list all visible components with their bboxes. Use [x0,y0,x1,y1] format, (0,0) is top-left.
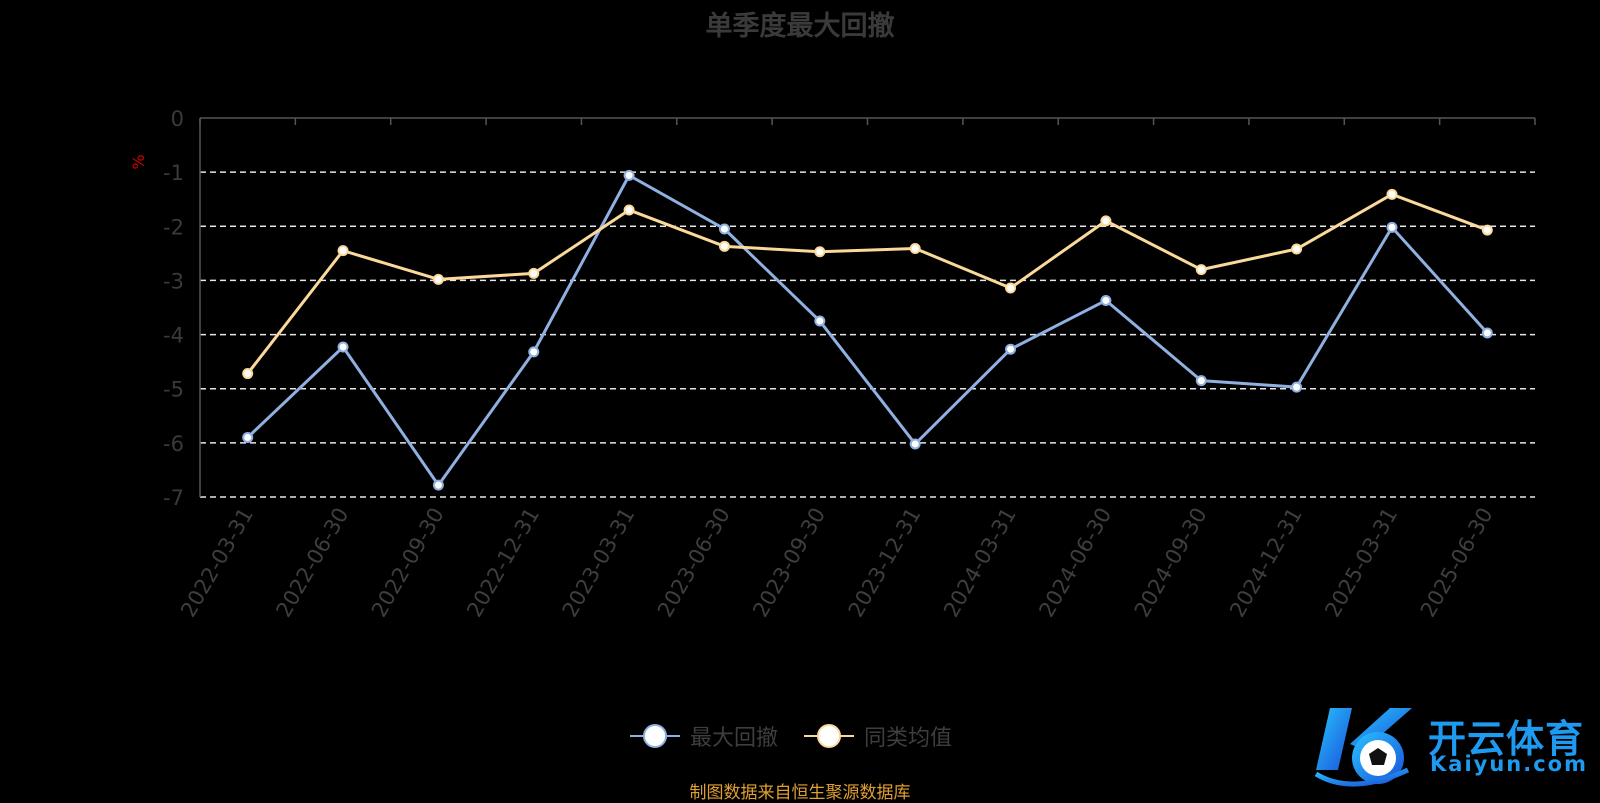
x-tick-label: 2024-03-31 [939,503,1021,621]
x-tick-label: 2023-09-30 [748,504,830,622]
x-tick-label: 2023-03-31 [558,504,640,622]
x-tick-label: 2022-06-30 [272,504,354,622]
x-tick-label: 2023-12-31 [844,504,926,622]
data-point-1-13 [1481,224,1493,236]
data-point-1-5 [718,240,730,252]
series-line-0 [246,173,1489,487]
x-tick-label: 2024-06-30 [1034,504,1116,622]
x-tick-label: 2022-12-31 [462,504,544,622]
legend-swatch-average-icon [804,724,855,748]
data-point-1-3 [528,267,540,279]
y-tick-label: -5 [163,378,184,402]
data-point-0-8 [1005,343,1017,355]
y-tick-label: -6 [163,432,184,456]
data-point-1-2 [432,273,444,285]
y-axis-label: % [129,154,148,169]
watermark-en: Kaiyun.com [1430,752,1588,776]
data-point-0-7 [909,438,921,450]
legend-item-category-average[interactable]: 同类均值 [804,720,952,752]
data-point-0-11 [1291,381,1303,393]
data-point-0-0 [242,431,254,443]
data-point-1-4 [623,204,635,216]
data-point-1-10 [1195,264,1207,276]
y-tick-label: -7 [163,486,184,510]
kaiyun-logo-icon [1314,708,1412,787]
legend: 最大回撤 同类均值 [630,720,966,752]
series-line-1 [246,192,1488,375]
data-point-1-9 [1100,215,1112,227]
x-tick-label: 2024-12-31 [1225,504,1307,622]
data-point-0-2 [432,479,444,491]
legend-swatch-drawdown-icon [630,724,680,748]
y-tick-label: -3 [163,269,184,293]
data-point-1-7 [909,242,921,254]
data-point-0-3 [528,346,540,358]
data-point-0-13 [1481,327,1493,339]
x-tick-label: 2022-09-30 [367,503,449,621]
data-point-0-1 [337,341,349,353]
data-point-1-12 [1386,188,1398,200]
x-tick-label: 2024-09-30 [1130,504,1212,622]
data-point-1-6 [814,246,826,258]
data-point-0-12 [1386,221,1398,233]
legend-label-average: 同类均值 [864,726,953,751]
data-source-note: 制图数据来自恒生聚源数据库 [689,783,911,803]
data-point-0-6 [814,315,826,327]
y-tick-label: -1 [163,161,184,185]
data-point-1-8 [1005,282,1017,294]
data-point-0-5 [718,223,730,235]
data-point-1-1 [337,245,349,257]
data-point-0-4 [623,169,635,181]
y-tick-label: -4 [163,324,184,348]
x-tick-label: 2022-03-31 [176,504,258,622]
x-tick-label: 2025-03-31 [1320,504,1402,622]
x-tick-label: 2023-06-30 [653,504,735,622]
watermark-cn: 开云体育 [1428,717,1585,761]
data-point-1-11 [1291,243,1303,255]
legend-label-drawdown: 最大回撤 [690,726,779,751]
data-point-0-10 [1195,375,1207,387]
chart-title: 单季度最大回撤 [705,11,895,42]
y-tick-label: -2 [163,215,184,239]
watermark-logo: 开云体育 Kaiyun.com [1312,700,1594,792]
data-point-1-0 [242,368,254,380]
data-point-0-9 [1100,294,1112,306]
y-tick-label: 0 [171,107,184,131]
legend-item-drawdown[interactable]: 最大回撤 [630,720,778,752]
x-tick-label: 2025-06-30 [1416,504,1498,622]
